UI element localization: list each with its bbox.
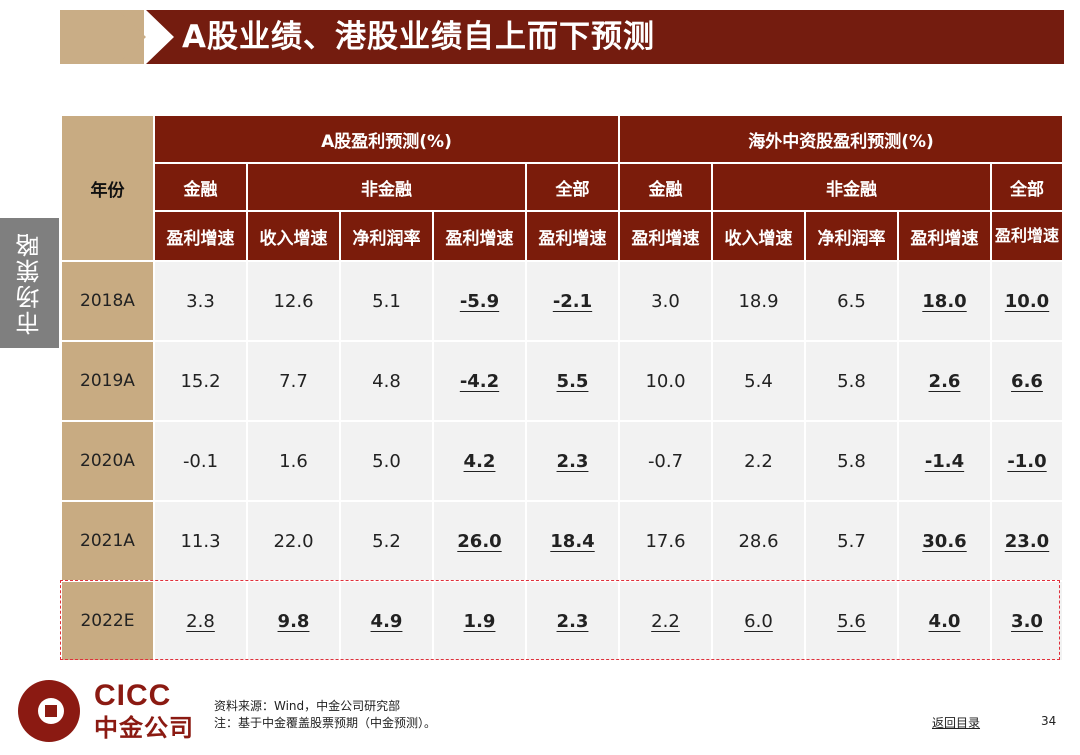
value-cell: 9.8 (246, 580, 341, 662)
section-side-tab[interactable]: 市场策略 (0, 218, 59, 348)
value-cell: -1.0 (990, 420, 1064, 502)
value-cell: 3.3 (153, 260, 248, 342)
value-cell: 10.0 (990, 260, 1064, 342)
year-cell: 2020A (60, 420, 155, 502)
value-cell: 18.4 (525, 500, 620, 582)
metric-header: 收入增速 (246, 210, 341, 262)
offshore-all-header: 全部 (990, 162, 1064, 212)
logo-text-cn: 中金公司 (94, 714, 194, 742)
value-cell: 5.0 (339, 420, 434, 502)
logo-text-en: CICC (94, 679, 172, 712)
value-cell: 2.3 (525, 420, 620, 502)
year-cell: 2018A (60, 260, 155, 342)
earnings-forecast-table: 年份 A股盈利预测(%) 海外中资股盈利预测(%) 金融 非金融 全部 金融 非… (60, 114, 1064, 662)
year-cell: 2021A (60, 500, 155, 582)
value-cell: -2.1 (525, 260, 620, 342)
value-cell: 23.0 (990, 500, 1064, 582)
a-share-group-header: A股盈利预测(%) (153, 114, 620, 164)
metric-header: 盈利增速 (525, 210, 620, 262)
metric-header: 收入增速 (711, 210, 806, 262)
offshore-nonfinancial-header: 非金融 (711, 162, 992, 212)
value-cell: 22.0 (246, 500, 341, 582)
value-cell: 7.7 (246, 340, 341, 422)
year-cell: 2019A (60, 340, 155, 422)
value-cell: 2.2 (711, 420, 806, 502)
value-cell: 30.6 (897, 500, 992, 582)
value-cell: 6.0 (711, 580, 806, 662)
value-cell: 10.0 (618, 340, 713, 422)
value-cell: 5.8 (804, 420, 899, 502)
metric-header: 净利润率 (339, 210, 434, 262)
value-cell: 1.6 (246, 420, 341, 502)
back-to-contents-link[interactable]: 返回目录 (932, 716, 981, 730)
offshore-group-header: 海外中资股盈利预测(%) (618, 114, 1064, 164)
metric-header: 盈利增速 (990, 210, 1064, 262)
value-cell: -5.9 (432, 260, 527, 342)
value-cell: 5.1 (339, 260, 434, 342)
year-column-header: 年份 (60, 114, 155, 262)
value-cell: 15.2 (153, 340, 248, 422)
page-title: A股业绩、港股业绩自上而下预测 (182, 19, 655, 55)
banner-chevron-shape (146, 10, 174, 64)
value-cell: 6.5 (804, 260, 899, 342)
value-cell: 5.5 (525, 340, 620, 422)
value-cell: 2.6 (897, 340, 992, 422)
value-cell: 2.2 (618, 580, 713, 662)
value-cell: 11.3 (153, 500, 248, 582)
value-cell: 4.0 (897, 580, 992, 662)
a-share-nonfinancial-header: 非金融 (246, 162, 527, 212)
value-cell: 18.9 (711, 260, 806, 342)
section-side-tab-label: 市场策略 (16, 231, 44, 335)
value-cell: 18.0 (897, 260, 992, 342)
page-number: 34 (1041, 714, 1057, 728)
value-cell: 17.6 (618, 500, 713, 582)
value-cell: 4.2 (432, 420, 527, 502)
value-cell: -0.7 (618, 420, 713, 502)
value-cell: 5.6 (804, 580, 899, 662)
cicc-logo-icon (18, 680, 80, 742)
value-cell: -0.1 (153, 420, 248, 502)
a-share-financial-header: 金融 (153, 162, 248, 212)
value-cell: 28.6 (711, 500, 806, 582)
value-cell: 1.9 (432, 580, 527, 662)
table-row: 2020A -0.1 1.6 5.0 4.2 2.3 -0.7 2.2 5.8 … (60, 420, 1064, 502)
table-row: 2022E 2.8 9.8 4.9 1.9 2.3 2.2 6.0 5.6 4.… (60, 580, 1064, 662)
value-cell: -4.2 (432, 340, 527, 422)
table-row: 2018A 3.3 12.6 5.1 -5.9 -2.1 3.0 18.9 6.… (60, 260, 1064, 342)
value-cell: 12.6 (246, 260, 341, 342)
value-cell: 5.7 (804, 500, 899, 582)
value-cell: 6.6 (990, 340, 1064, 422)
value-cell: 4.8 (339, 340, 434, 422)
table-row: 2021A 11.3 22.0 5.2 26.0 18.4 17.6 28.6 … (60, 500, 1064, 582)
value-cell: 3.0 (990, 580, 1064, 662)
footnote: 注：基于中金覆盖股票预期（中金预测）。 (214, 716, 437, 730)
value-cell: 4.9 (339, 580, 434, 662)
metric-header: 盈利增速 (432, 210, 527, 262)
value-cell: 3.0 (618, 260, 713, 342)
value-cell: 26.0 (432, 500, 527, 582)
banner-arrow-shape (118, 10, 146, 64)
value-cell: 5.4 (711, 340, 806, 422)
value-cell: 5.2 (339, 500, 434, 582)
metric-header: 盈利增速 (153, 210, 248, 262)
value-cell: 2.3 (525, 580, 620, 662)
value-cell: 5.8 (804, 340, 899, 422)
metric-header: 盈利增速 (897, 210, 992, 262)
source-note: 资料来源：Wind，中金公司研究部 (214, 699, 401, 713)
metric-header: 净利润率 (804, 210, 899, 262)
year-cell: 2022E (60, 580, 155, 662)
offshore-financial-header: 金融 (618, 162, 713, 212)
metric-header: 盈利增速 (618, 210, 713, 262)
value-cell: 2.8 (153, 580, 248, 662)
table-row: 2019A 15.2 7.7 4.8 -4.2 5.5 10.0 5.4 5.8… (60, 340, 1064, 422)
value-cell: -1.4 (897, 420, 992, 502)
title-banner (146, 10, 1064, 64)
a-share-all-header: 全部 (525, 162, 620, 212)
